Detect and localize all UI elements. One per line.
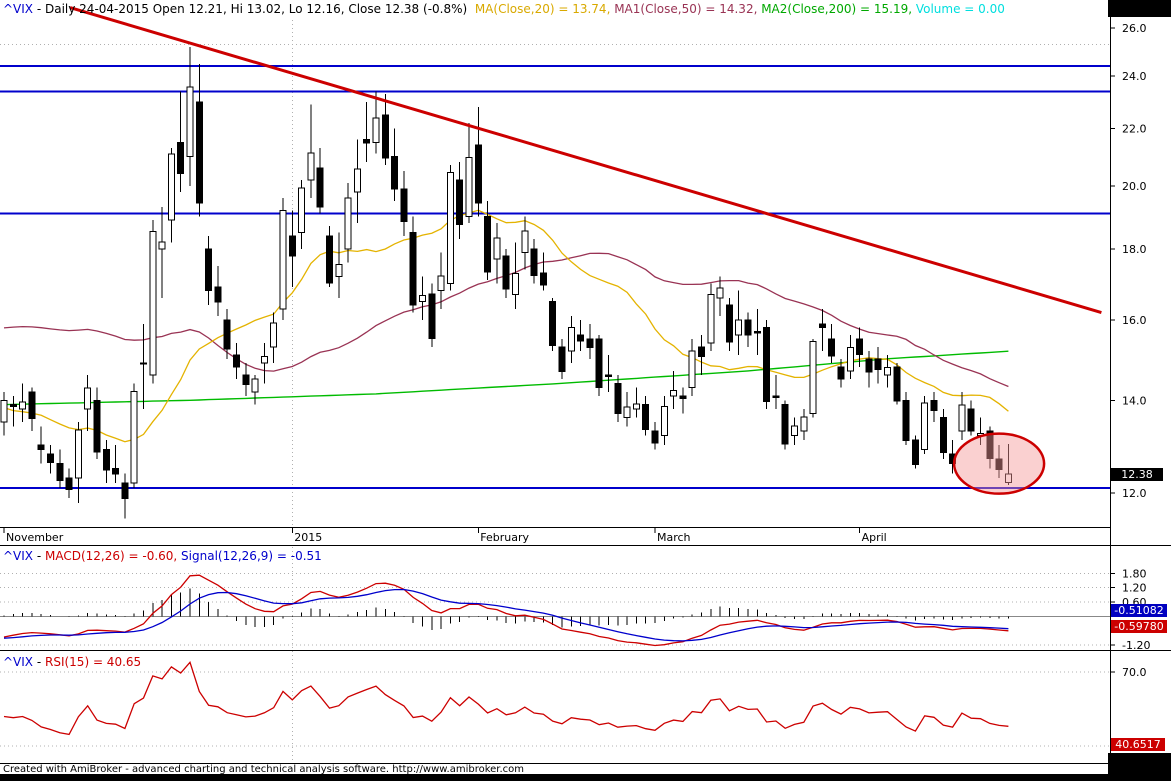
bottom-edge-bar <box>0 774 1171 781</box>
top-right-filler <box>1108 0 1171 17</box>
symbol-label: ^VIX <box>3 2 34 16</box>
y-axis-label: -1.20 <box>1122 639 1150 652</box>
price-pane-title: ^VIX - Daily 24-04-2015 Open 12.21, Hi 1… <box>3 2 1005 16</box>
ma50-legend: MA1(Close,50) = 14.32, <box>610 2 758 16</box>
x-axis-label: February <box>480 531 529 544</box>
y-axis-label: 20.0 <box>1122 180 1147 193</box>
x-axis-label: April <box>862 531 887 544</box>
ohlc-summary: - Daily 24-04-2015 Open 12.21, Hi 13.02,… <box>33 2 475 16</box>
macd-pane-title: ^VIX - MACD(12,26) = -0.60, Signal(12,26… <box>3 549 322 563</box>
y-axis-label: 70.0 <box>1122 666 1147 679</box>
x-axis-label: March <box>657 531 691 544</box>
signal-value-tag: -0.51082 <box>1111 604 1167 617</box>
symbol-label: ^VIX <box>3 655 34 669</box>
macd-legend: MACD(12,26) = -0.60, <box>45 549 178 563</box>
signal-legend: Signal(12,26,9) = -0.51 <box>177 549 322 563</box>
x-axis-label: 2015 <box>294 531 322 544</box>
y-axis-label: 22.0 <box>1122 122 1147 135</box>
y-axis-label: 16.0 <box>1122 314 1147 327</box>
y-axis-label: 12.0 <box>1122 487 1147 500</box>
symbol-label: ^VIX <box>3 549 34 563</box>
y-axis-label: 1.80 <box>1122 567 1147 580</box>
y-axis-label: 1.20 <box>1122 582 1147 595</box>
y-axis-label: 24.0 <box>1122 70 1147 83</box>
rsi-value-tag: 40.6517 <box>1111 738 1165 751</box>
y-axis-label: 18.0 <box>1122 243 1147 256</box>
rsi-legend: RSI(15) = 40.65 <box>45 655 142 669</box>
x-axis-label: November <box>6 531 64 544</box>
rsi-pane-title: ^VIX - RSI(15) = 40.65 <box>3 655 142 669</box>
volume-legend: Volume = 0.00 <box>912 2 1005 16</box>
macd-value-tag: -0.59780 <box>1111 620 1167 633</box>
status-bar: Created with AmiBroker - advanced charti… <box>3 764 525 775</box>
y-axis-label: 14.0 <box>1122 394 1147 407</box>
ma20-legend: MA(Close,20) = 13.74, <box>474 2 611 16</box>
last-price-tag: 12.38 <box>1111 468 1163 481</box>
ma200-legend: MA2(Close,200) = 15.19, <box>757 2 913 16</box>
y-axis-label: 26.0 <box>1122 22 1147 35</box>
